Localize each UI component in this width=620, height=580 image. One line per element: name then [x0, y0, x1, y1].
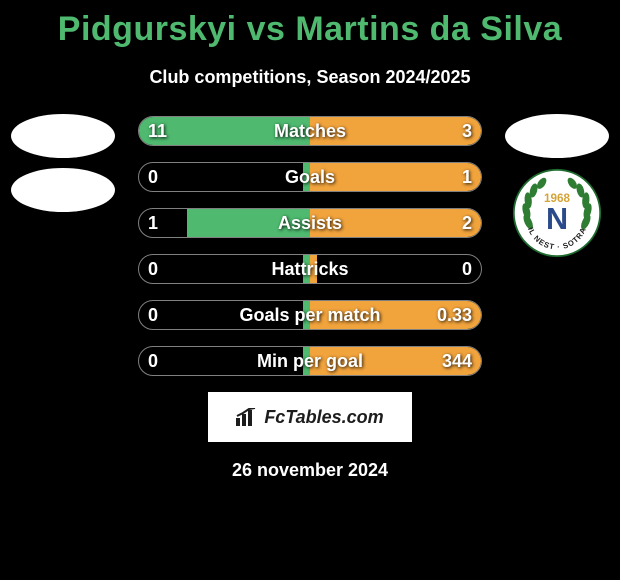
attribution-text: FcTables.com: [264, 407, 383, 428]
bar-right: [310, 209, 481, 237]
bar-track: [138, 300, 482, 330]
bar-right: [310, 255, 317, 283]
bar-left: [187, 209, 310, 237]
bar-track: [138, 116, 482, 146]
bar-right: [310, 301, 481, 329]
stat-row: Assists12: [0, 208, 620, 238]
bar-left: [303, 301, 310, 329]
comparison-chart: Matches113 Goals01 Assists12 Hattricks00 Goa…: [0, 116, 620, 376]
bar-left: [303, 255, 310, 283]
bar-track: [138, 162, 482, 192]
bar-right: [310, 163, 481, 191]
fctables-icon: [236, 408, 258, 426]
stat-row: Goals01: [0, 162, 620, 192]
bar-left: [303, 163, 310, 191]
bar-right: [310, 117, 481, 145]
stat-row: Matches113: [0, 116, 620, 146]
bar-track: [138, 254, 482, 284]
attribution-banner: FcTables.com: [208, 392, 412, 442]
bar-left: [303, 347, 310, 375]
page-subtitle: Club competitions, Season 2024/2025: [0, 67, 620, 88]
snapshot-date: 26 november 2024: [0, 460, 620, 481]
stat-row: Hattricks00: [0, 254, 620, 284]
stat-row: Goals per match00.33: [0, 300, 620, 330]
bar-track: [138, 208, 482, 238]
stat-row: Min per goal0344: [0, 346, 620, 376]
bar-left: [139, 117, 310, 145]
page-title: Pidgurskyi vs Martins da Silva: [0, 0, 620, 49]
bar-track: [138, 346, 482, 376]
bar-right: [310, 347, 481, 375]
